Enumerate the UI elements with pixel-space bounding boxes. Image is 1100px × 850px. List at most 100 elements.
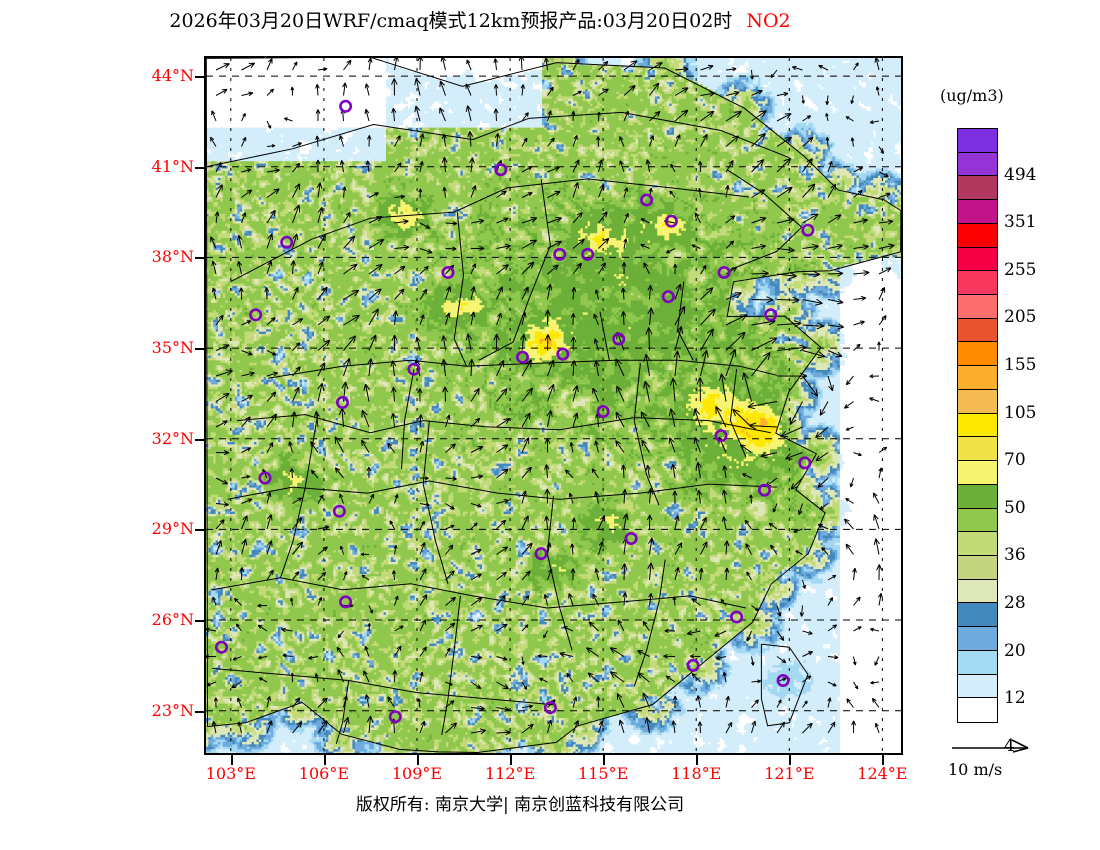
wind-arrow — [445, 246, 457, 251]
colorbar-band — [958, 484, 997, 509]
wind-arrow — [470, 624, 483, 632]
colorbar-tick-label: 351 — [1004, 212, 1036, 232]
wind-arrow — [878, 219, 894, 225]
colorbar[interactable] — [957, 128, 998, 723]
station-marker[interactable] — [280, 235, 294, 249]
wind-arrow — [343, 235, 356, 249]
wind-arrow — [665, 248, 676, 254]
wind-arrow — [827, 655, 839, 660]
wind-arrow — [315, 109, 321, 121]
wind-arrow — [266, 371, 279, 377]
wind-arrow — [465, 83, 472, 96]
wind-arrow — [563, 626, 574, 632]
wind-arrow — [827, 270, 844, 277]
wind-arrow — [668, 408, 676, 428]
wind-arrow — [700, 308, 716, 326]
wind-arrow — [776, 91, 789, 97]
wind-arrow — [366, 135, 372, 147]
station-marker[interactable] — [640, 193, 654, 207]
wind-arrow — [547, 190, 561, 198]
lat-tick-label: 29°N — [130, 519, 194, 538]
wind-arrow — [621, 262, 627, 275]
wind-arrow — [441, 156, 448, 173]
station-marker[interactable] — [494, 163, 508, 177]
wind-arrow — [596, 136, 601, 147]
wind-arrow — [470, 728, 487, 735]
station-marker[interactable] — [664, 214, 678, 228]
wind-arrow — [647, 285, 653, 300]
wind-arrow — [572, 182, 579, 198]
station-marker[interactable] — [215, 640, 228, 654]
wind-arrow — [725, 292, 742, 300]
station-marker[interactable] — [717, 266, 731, 280]
lon-tick-label: 112°E — [474, 764, 546, 783]
wind-arrow — [802, 700, 808, 708]
wind-arrow — [802, 136, 814, 147]
wind-arrow — [241, 416, 251, 428]
station-marker[interactable] — [661, 290, 675, 304]
wind-arrow — [394, 645, 402, 657]
wind-arrow — [849, 477, 854, 488]
station-marker[interactable] — [332, 504, 346, 518]
wind-arrow — [751, 110, 767, 122]
station-marker[interactable] — [686, 658, 700, 672]
wind-arrow — [368, 493, 375, 504]
station-marker[interactable] — [336, 395, 350, 409]
wind-arrow — [317, 571, 327, 581]
station-marker[interactable] — [249, 308, 263, 322]
station-marker[interactable] — [339, 595, 353, 609]
station-marker[interactable] — [553, 247, 567, 261]
administrative-boundaries — [206, 58, 901, 753]
boundary-line — [227, 480, 777, 500]
station-marker[interactable] — [534, 547, 548, 561]
station-marker[interactable] — [515, 350, 529, 364]
station-marker[interactable] — [798, 456, 812, 470]
wind-arrow — [496, 388, 508, 402]
station-marker[interactable] — [612, 332, 626, 346]
colorbar-band — [958, 437, 997, 462]
wind-arrow — [292, 142, 302, 147]
wind-arrow — [390, 360, 397, 377]
wind-arrow — [853, 296, 867, 301]
station-marker[interactable] — [556, 347, 570, 361]
station-marker[interactable] — [714, 429, 728, 443]
station-marker[interactable] — [441, 266, 455, 280]
station-marker[interactable] — [596, 404, 610, 418]
wind-arrow — [445, 524, 455, 530]
station-marker[interactable] — [624, 531, 638, 545]
station-marker[interactable] — [581, 247, 595, 261]
station-marker[interactable] — [407, 362, 421, 376]
wind-arrow — [815, 452, 829, 462]
wind-arrow — [366, 466, 372, 479]
wind-arrow — [493, 84, 499, 96]
station-marker[interactable] — [764, 308, 778, 322]
station-marker[interactable] — [730, 610, 744, 624]
station-markers[interactable] — [215, 99, 815, 753]
wind-arrow — [572, 696, 578, 708]
wind-arrow — [851, 720, 857, 734]
colorbar-band — [958, 579, 997, 604]
station-marker[interactable] — [757, 483, 771, 497]
wind-arrow — [878, 467, 883, 479]
station-marker[interactable] — [339, 99, 353, 113]
wind-arrow — [521, 412, 531, 428]
wind-arrow — [619, 136, 625, 147]
wind-arrow — [215, 420, 228, 428]
wind-arrow — [419, 476, 429, 481]
station-marker[interactable] — [801, 223, 815, 237]
wind-arrow — [640, 411, 650, 428]
station-marker[interactable] — [258, 471, 272, 485]
wind-arrow — [470, 263, 477, 275]
station-marker[interactable] — [388, 710, 402, 724]
wind-arrow — [364, 694, 370, 708]
wind-arrow — [282, 653, 293, 658]
wind-arrow — [215, 501, 229, 507]
wind-arrow — [266, 720, 273, 734]
wind-arrow — [343, 314, 360, 326]
colorbar-band — [958, 366, 997, 390]
map-plot-area[interactable] — [204, 56, 903, 755]
station-marker[interactable] — [776, 673, 790, 687]
wind-arrow — [642, 692, 650, 708]
wind-arrow — [845, 543, 854, 555]
station-marker[interactable] — [543, 701, 557, 715]
